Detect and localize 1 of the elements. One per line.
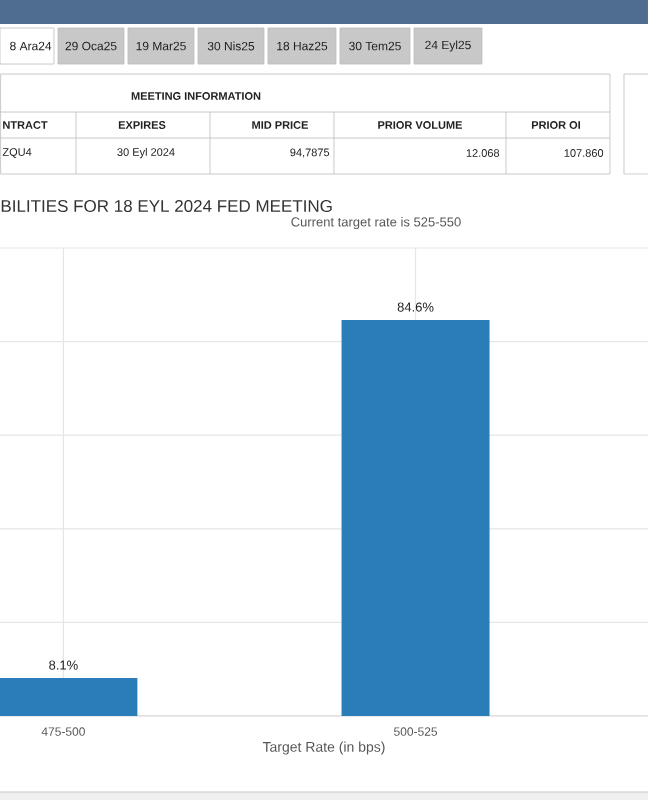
chart-title: BILITIES FOR 18 EYL 2024 FED MEETING: [1, 200, 332, 213]
